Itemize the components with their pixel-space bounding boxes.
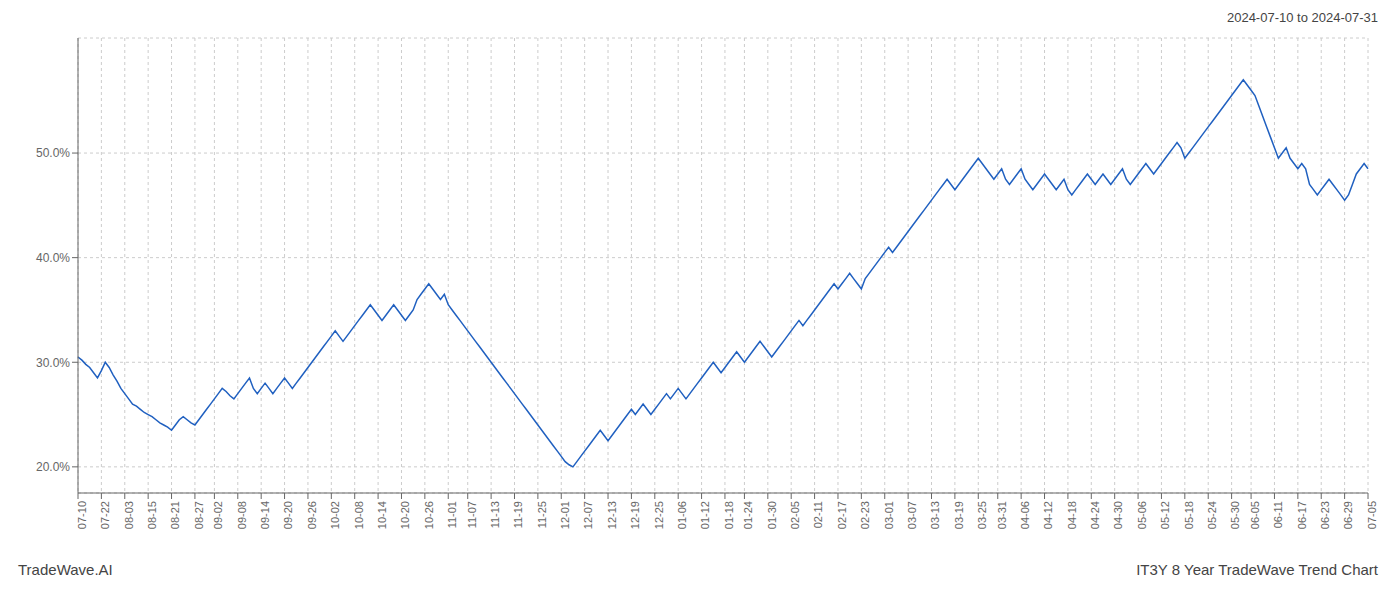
svg-text:02-11: 02-11	[812, 501, 824, 528]
svg-text:06-11: 06-11	[1272, 501, 1284, 528]
svg-text:09-26: 09-26	[306, 501, 318, 529]
svg-text:11-01: 11-01	[446, 501, 458, 528]
svg-text:03-31: 03-31	[996, 501, 1008, 529]
svg-text:09-02: 09-02	[212, 501, 224, 529]
svg-text:03-01: 03-01	[883, 501, 895, 529]
svg-text:12-07: 12-07	[582, 501, 594, 529]
svg-text:10-14: 10-14	[376, 501, 388, 529]
svg-text:11-07: 11-07	[466, 501, 478, 528]
svg-text:40.0%: 40.0%	[36, 251, 70, 265]
svg-text:08-27: 08-27	[193, 501, 205, 529]
svg-text:12-25: 12-25	[653, 501, 665, 529]
svg-text:04-12: 04-12	[1042, 501, 1054, 529]
svg-text:11-13: 11-13	[489, 501, 501, 528]
svg-text:12-01: 12-01	[559, 501, 571, 529]
svg-text:06-05: 06-05	[1249, 501, 1261, 529]
svg-text:10-02: 10-02	[329, 501, 341, 529]
svg-text:09-08: 09-08	[236, 501, 248, 529]
svg-text:03-07: 03-07	[906, 501, 918, 529]
svg-text:11-19: 11-19	[512, 501, 524, 528]
svg-text:10-26: 10-26	[423, 501, 435, 529]
svg-text:04-30: 04-30	[1112, 501, 1124, 529]
svg-text:12-13: 12-13	[606, 501, 618, 529]
svg-text:05-06: 05-06	[1136, 501, 1148, 529]
svg-text:08-15: 08-15	[146, 501, 158, 529]
svg-text:05-24: 05-24	[1206, 501, 1218, 529]
svg-text:10-08: 10-08	[353, 501, 365, 529]
svg-text:50.0%: 50.0%	[36, 146, 70, 160]
svg-text:07-05: 07-05	[1366, 501, 1378, 529]
html-text:2024-07-10 to 2024-07-31: 2024-07-10 to 2024-07-31	[1226, 10, 1378, 25]
svg-text:01-24: 01-24	[742, 501, 754, 529]
svg-text:06-17: 06-17	[1296, 501, 1308, 529]
svg-text:03-13: 03-13	[929, 501, 941, 529]
svg-text:08-03: 08-03	[123, 501, 135, 529]
svg-text:01-06: 01-06	[676, 501, 688, 529]
svg-text:11-25: 11-25	[536, 501, 548, 528]
svg-text:09-14: 09-14	[259, 501, 271, 529]
svg-text:01-18: 01-18	[723, 501, 735, 529]
svg-text:09-20: 09-20	[282, 501, 294, 529]
svg-text:10-20: 10-20	[399, 501, 411, 529]
svg-text:02-23: 02-23	[859, 501, 871, 529]
svg-text:20.0%: 20.0%	[36, 460, 70, 474]
svg-text:04-06: 04-06	[1019, 501, 1031, 529]
svg-text:07-10: 07-10	[76, 501, 88, 529]
svg-text:04-18: 04-18	[1066, 501, 1078, 529]
svg-text:12-19: 12-19	[629, 501, 641, 529]
svg-text:05-18: 05-18	[1183, 501, 1195, 529]
svg-text:02-05: 02-05	[789, 501, 801, 529]
svg-text:01-12: 01-12	[699, 501, 711, 529]
svg-text:03-19: 03-19	[953, 501, 965, 529]
svg-text:06-23: 06-23	[1319, 501, 1331, 529]
svg-text:03-25: 03-25	[976, 501, 988, 529]
svg-text:07-22: 07-22	[99, 501, 111, 529]
svg-text:30.0%: 30.0%	[36, 356, 70, 370]
svg-text:08-21: 08-21	[169, 501, 181, 529]
html-text:IT3Y 8 Year TradeWave Trend Ch: IT3Y 8 Year TradeWave Trend Chart	[1136, 561, 1378, 578]
html-text:TradeWave.AI: TradeWave.AI	[18, 561, 113, 578]
svg-text:04-24: 04-24	[1089, 501, 1101, 529]
svg-text:06-29: 06-29	[1342, 501, 1354, 529]
svg-text:02-17: 02-17	[836, 501, 848, 529]
svg-text:05-12: 05-12	[1159, 501, 1171, 529]
svg-text:05-30: 05-30	[1229, 501, 1241, 529]
svg-text:01-30: 01-30	[766, 501, 778, 529]
